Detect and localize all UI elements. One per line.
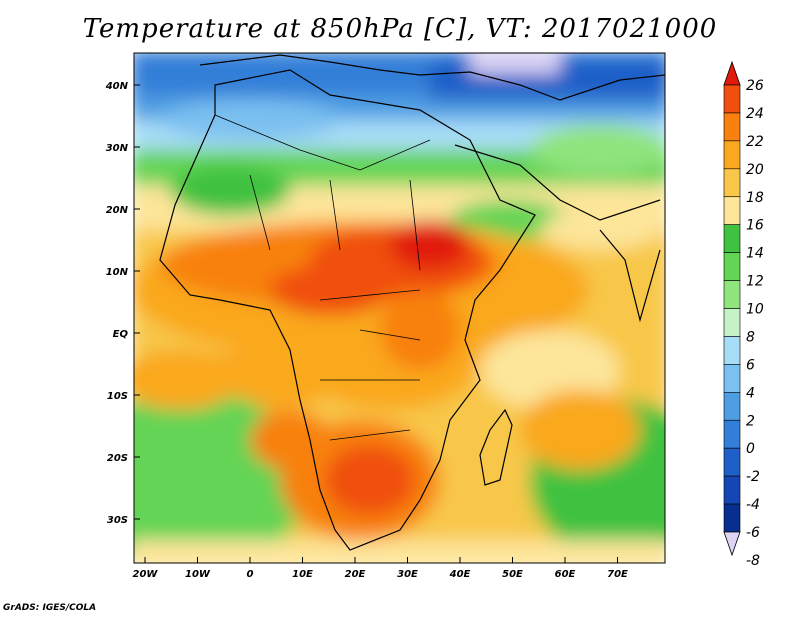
lon-tick-label: 10W (185, 569, 211, 580)
lat-tick-label: EQ (113, 329, 129, 340)
colorbar-top-arrow (723, 60, 741, 86)
colorbar-label: 16 (746, 218, 764, 234)
colorbar-label: -2 (746, 469, 760, 485)
colorbar-label: -6 (746, 525, 760, 541)
lat-tick-label: 20N (106, 205, 129, 216)
lat-tick-label: 30N (106, 143, 129, 154)
colorbar-swatch (723, 280, 741, 309)
colorbar-label: 12 (746, 274, 764, 290)
colorbar-label: 4 (746, 385, 755, 401)
colorbar-label: 24 (746, 106, 764, 122)
colorbar-bottom-arrow (723, 531, 741, 557)
europe-coastline (199, 54, 665, 101)
lat-tick-label: 10S (107, 391, 128, 402)
colorbar-label: 6 (746, 357, 755, 373)
colorbar-swatch (723, 84, 741, 114)
colorbar-swatch (723, 252, 741, 281)
colorbar-label: 20 (746, 162, 764, 178)
india-coastline (599, 229, 661, 323)
lat-tick-label: 40N (105, 81, 129, 92)
map-title: Temperature at 850hPa [C], VT: 201702100… (82, 14, 718, 44)
madagascar-coastline (479, 408, 513, 486)
arabia-coastline (454, 144, 661, 221)
colorbar-swatch (723, 196, 741, 225)
africa-coastline (159, 69, 536, 551)
colorbar-swatch (723, 168, 741, 198)
lat-tick-label: 10N (106, 267, 129, 278)
colorbar-label: -4 (746, 497, 760, 513)
colorbar-label: 8 (746, 329, 755, 345)
colorbar-label: 26 (746, 78, 764, 94)
colorbar-label: -8 (746, 553, 760, 569)
lon-tick-label: 30E (397, 569, 418, 580)
lon-tick-label: 0 (247, 569, 254, 580)
border-lines (214, 114, 431, 441)
colorbar-swatch (723, 308, 741, 337)
colorbar-swatch (723, 503, 741, 533)
lon-tick-label: 40E (449, 569, 471, 580)
colorbar-swatch (723, 475, 741, 505)
colorbar-swatch (723, 392, 741, 421)
lon-tick-label: 20E (345, 569, 366, 580)
latitude-ticks: 40N 30N 20N 10N EQ 10S 20S 30S (105, 81, 140, 526)
lat-tick-label: 20S (107, 453, 128, 464)
grads-credit: GrADS: IGES/COLA (3, 603, 97, 613)
colorbar-swatch (723, 419, 741, 449)
colorbar-swatch (723, 336, 741, 365)
colorbar-swatch (723, 364, 741, 393)
lon-tick-label: 60E (555, 569, 576, 580)
lon-tick-label: 50E (502, 569, 523, 580)
plot-frame (133, 52, 666, 564)
colorbar-label: 2 (746, 413, 755, 429)
lon-tick-label: 10E (292, 569, 313, 580)
coastlines (159, 54, 665, 551)
longitude-ticks: 20W 10W 0 10E 20E 30E 40E 50E 60E 70E (133, 557, 628, 580)
colorbar-swatch (723, 224, 741, 253)
lon-tick-label: 70E (607, 569, 628, 580)
colorbar-swatch (723, 447, 741, 477)
colorbar-label: 18 (746, 190, 764, 206)
lat-tick-label: 30S (107, 515, 128, 526)
colorbar-label: 0 (746, 441, 755, 457)
temperature-field (134, 53, 665, 563)
colorbar-label: 22 (746, 134, 764, 150)
colorbar-swatch (723, 140, 741, 170)
colorbar-label: 10 (746, 302, 764, 318)
colorbar-swatch (723, 112, 741, 142)
colorbar-label: 14 (746, 246, 764, 262)
lon-tick-label: 20W (133, 569, 159, 580)
